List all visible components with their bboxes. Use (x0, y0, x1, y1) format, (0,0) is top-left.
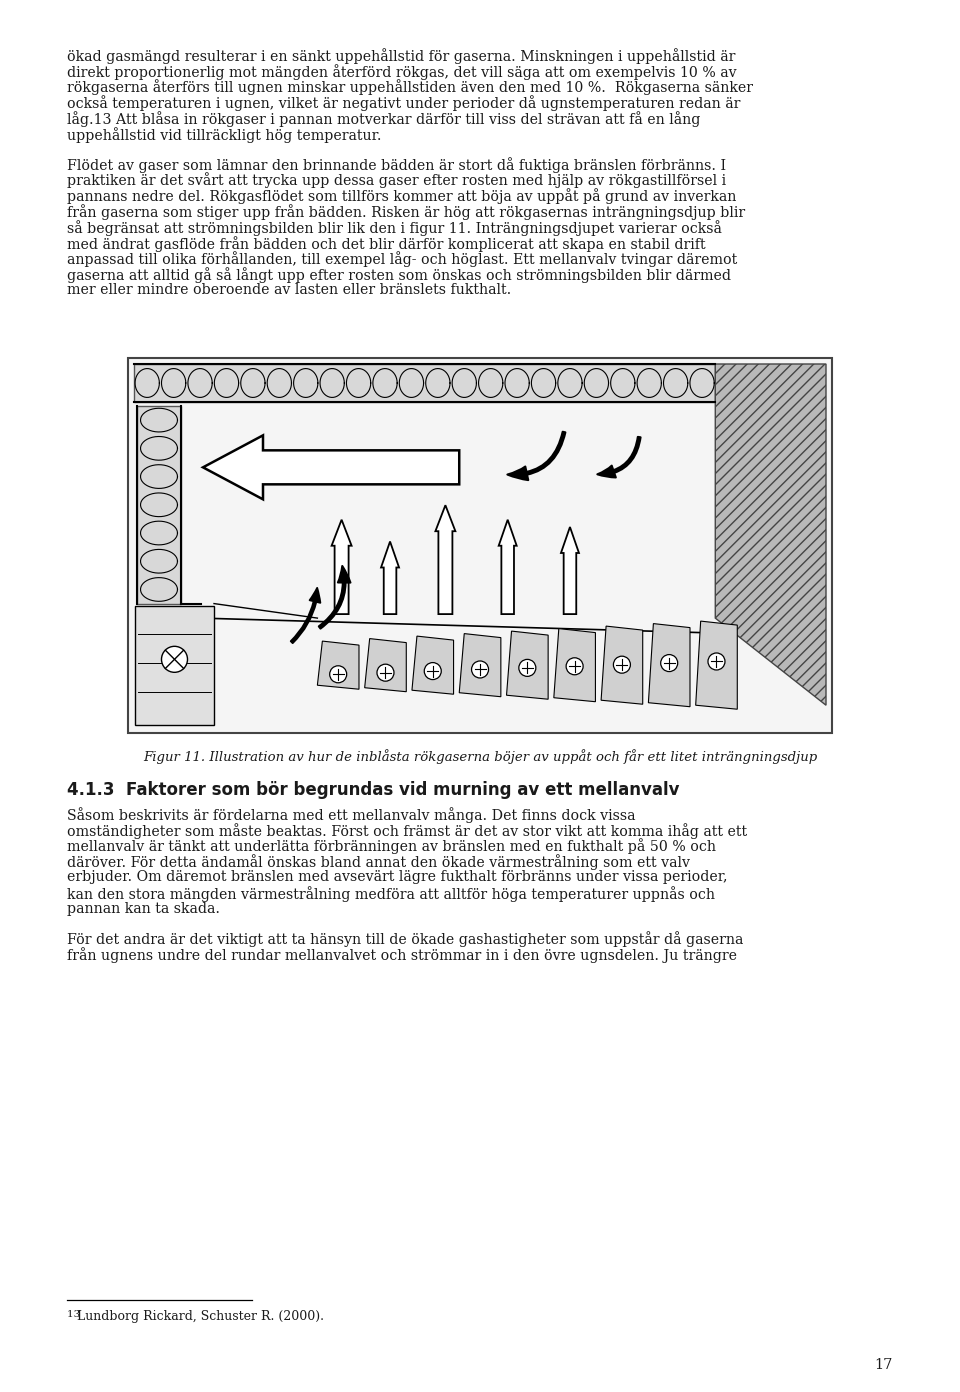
Circle shape (566, 658, 583, 675)
Polygon shape (318, 642, 359, 689)
Text: från gaserna som stiger upp från bädden. Risken är hög att rökgasernas inträngni: från gaserna som stiger upp från bädden.… (67, 205, 745, 220)
Polygon shape (459, 633, 501, 697)
Polygon shape (601, 626, 642, 704)
Polygon shape (498, 519, 516, 614)
Text: mer eller mindre oberoende av lasten eller bränslets fukthalt.: mer eller mindre oberoende av lasten ell… (67, 283, 512, 298)
Text: pannan kan ta skada.: pannan kan ta skada. (67, 902, 220, 916)
Text: 17: 17 (875, 1359, 893, 1373)
Circle shape (660, 654, 678, 671)
Text: gaserna att alltid gå så långt upp efter rosten som önskas och strömningsbilden : gaserna att alltid gå så långt upp efter… (67, 267, 731, 284)
Text: också temperaturen i ugnen, vilket är negativt under perioder då ugnstemperature: också temperaturen i ugnen, vilket är ne… (67, 96, 740, 111)
Text: så begränsat att strömningsbilden blir lik den i figur 11. Inträngningsdjupet va: så begränsat att strömningsbilden blir l… (67, 220, 722, 235)
Polygon shape (365, 639, 406, 692)
Text: Lundborg Rickard, Schuster R. (2000).: Lundborg Rickard, Schuster R. (2000). (77, 1310, 324, 1322)
Text: Såsom beskrivits är fördelarna med ett mellanvalv många. Det finns dock vissa: Såsom beskrivits är fördelarna med ett m… (67, 807, 636, 823)
FancyArrowPatch shape (291, 587, 321, 643)
Circle shape (518, 660, 536, 677)
Circle shape (329, 665, 347, 683)
Text: Figur 11. Illustration av hur de inblåsta rökgaserna böjer av uppåt och får ett : Figur 11. Illustration av hur de inblåst… (143, 749, 817, 764)
Polygon shape (648, 624, 690, 707)
Circle shape (708, 653, 725, 670)
Polygon shape (381, 541, 399, 614)
Polygon shape (331, 519, 351, 614)
FancyArrowPatch shape (597, 437, 640, 477)
Bar (134, 363, 715, 402)
Text: från ugnens undre del rundar mellanvalvet och strömmar in i den övre ugnsdelen. : från ugnens undre del rundar mellanvalve… (67, 948, 737, 963)
Polygon shape (203, 436, 459, 500)
Polygon shape (554, 629, 595, 702)
Polygon shape (696, 621, 737, 709)
Circle shape (613, 656, 631, 674)
Text: låg.13 Att blåsa in rökgaser i pannan motverkar därför till viss del strävan att: låg.13 Att blåsa in rökgaser i pannan mo… (67, 111, 701, 127)
Text: För det andra är det viktigt att ta hänsyn till de ökade gashastigheter som upps: För det andra är det viktigt att ta häns… (67, 931, 743, 948)
Text: 13: 13 (67, 1310, 84, 1320)
Text: däröver. För detta ändamål önskas bland annat den ökade värmestrålning som ett v: däröver. För detta ändamål önskas bland … (67, 855, 690, 870)
FancyArrowPatch shape (319, 567, 350, 629)
Text: anpassad till olika förhållanden, till exempel låg- och höglast. Ett mellanvalv : anpassad till olika förhållanden, till e… (67, 252, 737, 267)
Text: mellanvalv är tänkt att underlätta förbränningen av bränslen med en fukthalt på : mellanvalv är tänkt att underlätta förbr… (67, 838, 716, 855)
Text: pannans nedre del. Rökgasflödet som tillförs kommer att böja av uppåt på grund a: pannans nedre del. Rökgasflödet som till… (67, 188, 736, 205)
Text: ökad gasmängd resulterar i en sänkt uppehållstid för gaserna. Minskningen i uppe: ökad gasmängd resulterar i en sänkt uppe… (67, 47, 735, 64)
Bar (128, 358, 832, 734)
Text: omständigheter som måste beaktas. Först och främst är det av stor vikt att komma: omständigheter som måste beaktas. Först … (67, 823, 747, 838)
Text: uppehållstid vid tillräckligt hög temperatur.: uppehållstid vid tillräckligt hög temper… (67, 127, 381, 143)
Bar (137, 406, 181, 604)
Circle shape (471, 661, 489, 678)
FancyArrowPatch shape (508, 432, 565, 480)
Polygon shape (507, 631, 548, 699)
Bar (135, 606, 214, 725)
Polygon shape (412, 636, 453, 695)
Text: praktiken är det svårt att trycka upp dessa gaser efter rosten med hjälp av rökg: praktiken är det svårt att trycka upp de… (67, 173, 726, 188)
Text: rökgaserna återförs till ugnen minskar uppehållstiden även den med 10 %.  Rökgas: rökgaserna återförs till ugnen minskar u… (67, 79, 753, 96)
Text: direkt proportionerlig mot mängden återförd rökgas, det vill säga att om exempel: direkt proportionerlig mot mängden återf… (67, 64, 736, 79)
Text: erbjuder. Om däremot bränslen med avsevärt lägre fukthalt förbränns under vissa : erbjuder. Om däremot bränslen med avsevä… (67, 870, 728, 884)
Polygon shape (561, 528, 579, 614)
Text: med ändrat gasflöde från bädden och det blir därför komplicerat att skapa en sta: med ändrat gasflöde från bädden och det … (67, 235, 706, 252)
Text: kan den stora mängden värmestrålning medföra att alltför höga temperaturer uppnå: kan den stora mängden värmestrålning med… (67, 885, 715, 902)
Circle shape (161, 646, 187, 672)
Text: Flödet av gaser som lämnar den brinnande bädden är stort då fuktiga bränslen för: Flödet av gaser som lämnar den brinnande… (67, 157, 726, 173)
Polygon shape (436, 505, 455, 614)
Circle shape (377, 664, 394, 681)
Circle shape (424, 663, 442, 679)
Text: 4.1.3  Faktorer som bör begrundas vid murning av ett mellanvalv: 4.1.3 Faktorer som bör begrundas vid mur… (67, 781, 680, 799)
Polygon shape (715, 363, 826, 706)
